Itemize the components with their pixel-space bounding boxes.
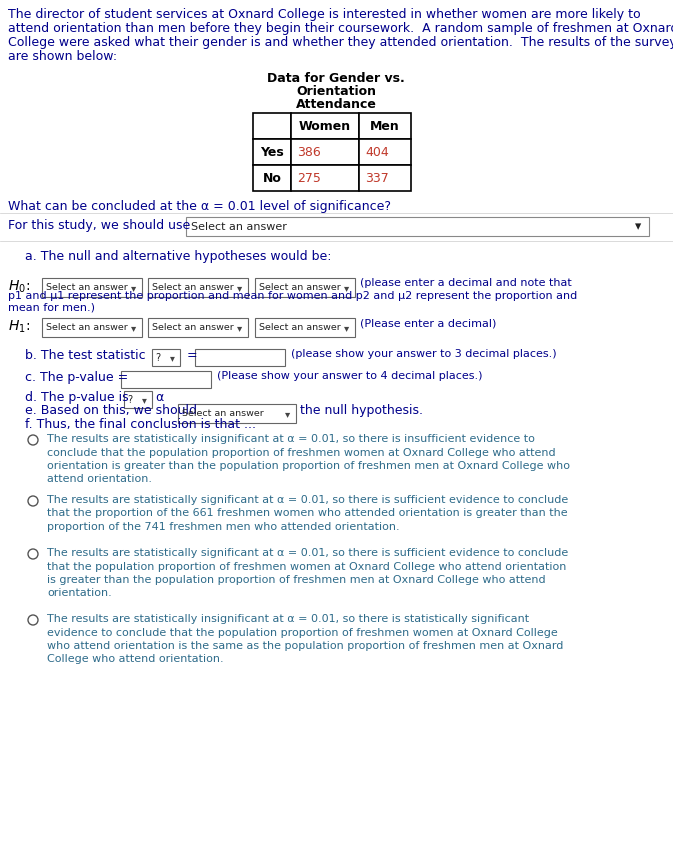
- Text: e. Based on this, we should: e. Based on this, we should: [25, 404, 197, 417]
- FancyBboxPatch shape: [255, 318, 355, 337]
- Text: who attend orientation is the same as the population proportion of freshmen men : who attend orientation is the same as th…: [47, 641, 563, 651]
- FancyBboxPatch shape: [255, 278, 355, 297]
- Circle shape: [28, 615, 38, 625]
- Text: α: α: [155, 391, 164, 404]
- Text: College were asked what their gender is and whether they attended orientation.  : College were asked what their gender is …: [8, 36, 673, 49]
- Bar: [291, 165, 359, 191]
- Text: For this study, we should use: For this study, we should use: [8, 219, 190, 232]
- Text: ▾: ▾: [237, 323, 242, 333]
- Text: a. The null and alternative hypotheses would be:: a. The null and alternative hypotheses w…: [25, 250, 332, 263]
- Text: Attendance: Attendance: [295, 98, 376, 111]
- Text: is greater than the population proportion of freshmen men at Oxnard College who : is greater than the population proportio…: [47, 575, 546, 585]
- Text: Select an answer: Select an answer: [259, 323, 341, 333]
- Text: Select an answer: Select an answer: [46, 323, 128, 333]
- Text: p1 and μ1 represent the proportion and mean for women and p2 and μ2 represent th: p1 and μ1 represent the proportion and m…: [8, 291, 577, 301]
- Text: ▾: ▾: [635, 221, 641, 233]
- Text: Orientation: Orientation: [296, 85, 376, 98]
- Text: Select an answer: Select an answer: [191, 222, 287, 232]
- Bar: [253, 113, 291, 139]
- Bar: [291, 113, 359, 139]
- Text: Select an answer: Select an answer: [152, 284, 234, 292]
- Text: Women: Women: [299, 120, 351, 132]
- Text: c. The p-value =: c. The p-value =: [25, 371, 129, 384]
- FancyBboxPatch shape: [42, 318, 142, 337]
- FancyBboxPatch shape: [148, 318, 248, 337]
- Bar: [291, 139, 359, 165]
- Text: Select an answer: Select an answer: [46, 284, 128, 292]
- FancyBboxPatch shape: [124, 391, 152, 408]
- Text: ▾: ▾: [344, 283, 349, 293]
- FancyBboxPatch shape: [121, 371, 211, 388]
- FancyBboxPatch shape: [152, 349, 180, 366]
- Text: (please enter a decimal and note that: (please enter a decimal and note that: [360, 278, 572, 288]
- Text: The results are statistically significant at α = 0.01, so there is sufficient ev: The results are statistically significan…: [47, 495, 568, 505]
- Circle shape: [28, 549, 38, 559]
- Text: $H_1$:: $H_1$:: [8, 319, 30, 335]
- Text: College who attend orientation.: College who attend orientation.: [47, 654, 223, 664]
- Bar: [253, 165, 291, 191]
- Text: evidence to conclude that the population proportion of freshmen women at Oxnard : evidence to conclude that the population…: [47, 627, 558, 637]
- Text: attend orientation.: attend orientation.: [47, 475, 152, 484]
- Text: Select an answer: Select an answer: [182, 409, 264, 418]
- Text: =: =: [183, 349, 198, 362]
- Text: ▾: ▾: [131, 283, 136, 293]
- Text: Data for Gender vs.: Data for Gender vs.: [267, 72, 405, 85]
- Text: ?: ?: [127, 395, 132, 405]
- FancyBboxPatch shape: [178, 404, 296, 423]
- Text: attend orientation than men before they begin their coursework.  A random sample: attend orientation than men before they …: [8, 22, 673, 35]
- FancyBboxPatch shape: [148, 278, 248, 297]
- Text: proportion of the 741 freshmen men who attended orientation.: proportion of the 741 freshmen men who a…: [47, 522, 400, 532]
- Text: ▾: ▾: [285, 409, 290, 419]
- Text: The results are statistically significant at α = 0.01, so there is sufficient ev: The results are statistically significan…: [47, 548, 568, 558]
- Text: Select an answer: Select an answer: [152, 323, 234, 333]
- Text: are shown below:: are shown below:: [8, 50, 117, 63]
- Text: conclude that the population proportion of freshmen women at Oxnard College who : conclude that the population proportion …: [47, 447, 556, 457]
- Text: The results are statistically insignificant at α = 0.01, so there is statistical: The results are statistically insignific…: [47, 614, 529, 624]
- Bar: [253, 139, 291, 165]
- Bar: [359, 165, 411, 191]
- FancyBboxPatch shape: [42, 278, 142, 297]
- Text: The director of student services at Oxnard College is interested in whether wome: The director of student services at Oxna…: [8, 8, 641, 21]
- Text: $H_0$:: $H_0$:: [8, 279, 30, 296]
- Text: 275: 275: [297, 172, 321, 184]
- Text: that the population proportion of freshmen women at Oxnard College who attend or: that the population proportion of freshm…: [47, 562, 567, 572]
- Text: ▾: ▾: [170, 353, 175, 363]
- Text: No: No: [262, 172, 281, 184]
- Text: ?: ?: [155, 353, 160, 363]
- Text: Select an answer: Select an answer: [259, 284, 341, 292]
- FancyBboxPatch shape: [186, 217, 649, 236]
- Circle shape: [28, 496, 38, 506]
- Text: orientation.: orientation.: [47, 589, 112, 599]
- Text: Yes: Yes: [260, 146, 284, 158]
- Text: f. Thus, the final conclusion is that ...: f. Thus, the final conclusion is that ..…: [25, 418, 256, 431]
- Bar: [359, 139, 411, 165]
- Text: Men: Men: [370, 120, 400, 132]
- FancyBboxPatch shape: [195, 349, 285, 366]
- Text: ▾: ▾: [237, 283, 242, 293]
- Text: that the proportion of the 661 freshmen women who attended orientation is greate: that the proportion of the 661 freshmen …: [47, 509, 567, 519]
- Text: (Please enter a decimal): (Please enter a decimal): [360, 318, 497, 328]
- Text: b. The test statistic: b. The test statistic: [25, 349, 145, 362]
- Bar: [359, 113, 411, 139]
- Text: ▾: ▾: [344, 323, 349, 333]
- Text: mean for men.): mean for men.): [8, 303, 95, 313]
- Circle shape: [28, 435, 38, 445]
- Text: ▾: ▾: [131, 323, 136, 333]
- Text: What can be concluded at the α = 0.01 level of significance?: What can be concluded at the α = 0.01 le…: [8, 200, 391, 213]
- Text: The results are statistically insignificant at α = 0.01, so there is insufficien: The results are statistically insignific…: [47, 434, 535, 444]
- Text: 404: 404: [365, 146, 389, 158]
- Text: d. The p-value is: d. The p-value is: [25, 391, 129, 404]
- Text: ▾: ▾: [142, 395, 147, 405]
- Text: (Please show your answer to 4 decimal places.): (Please show your answer to 4 decimal pl…: [217, 371, 483, 381]
- Text: the null hypothesis.: the null hypothesis.: [300, 404, 423, 417]
- Text: orientation is greater than the population proportion of freshmen men at Oxnard : orientation is greater than the populati…: [47, 461, 570, 471]
- Text: 337: 337: [365, 172, 389, 184]
- Text: (please show your answer to 3 decimal places.): (please show your answer to 3 decimal pl…: [291, 349, 557, 359]
- Text: 386: 386: [297, 146, 321, 158]
